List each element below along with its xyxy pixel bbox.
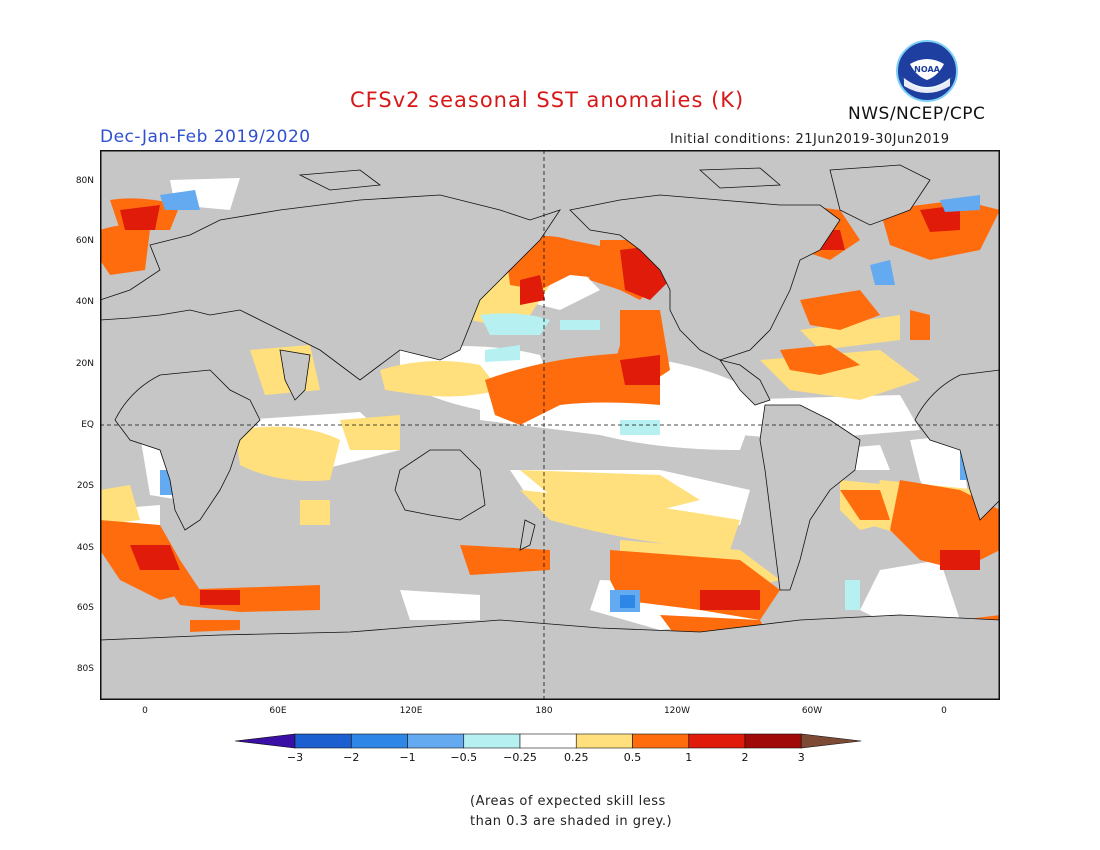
colorbar-tick-label: 0.25 [564,751,589,764]
colorbar-cell-4 [463,733,521,749]
colorbar-tick-label: 0.5 [623,751,642,764]
noaa-logo-icon: NOAA [896,40,958,102]
lon-label-60e: 60E [269,706,287,716]
colorbar-tick-label: −0.25 [503,751,537,764]
colorbar-cell-3 [407,733,465,749]
lat-label-60n: 60N [75,236,94,246]
skill-note-line-2: than 0.3 are shaded in grey.) [470,814,673,829]
colorbar-cell-0 [235,733,296,749]
continents [100,164,1000,700]
lat-label-60s: 60S [76,603,94,613]
colorbar-tick-label: 1 [685,751,693,764]
lon-label-0: 0 [142,706,148,716]
colorbar [235,733,862,749]
colorbar-cell-8 [688,733,746,749]
colorbar-cell-5 [519,733,577,749]
map-frame [100,150,1000,700]
lat-label-80s: 80S [76,664,94,674]
lon-label-120w: 120W [663,706,691,716]
lon-label-60w: 60W [801,706,823,716]
lat-label-20s: 20S [76,481,94,491]
lat-label-80n: 80N [75,176,94,186]
skill-note-line-1: (Areas of expected skill less [470,794,666,809]
colorbar-cell-7 [632,733,690,749]
colorbar-tick-label: 2 [741,751,749,764]
initial-conditions-label: Initial conditions: 21Jun2019-30Jun2019 [670,132,950,147]
colorbar-tick-label: −3 [286,751,304,764]
organization-label: NWS/NCEP/CPC [848,104,986,124]
colorbar-tick-label: −1 [399,751,416,764]
lat-label-40s: 40S [76,543,94,553]
logo-text: NOAA [914,65,940,74]
colorbar-cell-1 [294,733,352,749]
colorbar-cell-9 [744,733,802,749]
lon-label-120e: 120E [399,706,423,716]
lat-label-eq: EQ [81,420,94,430]
colorbar-cell-6 [575,733,633,749]
colorbar-tick-label: −2 [343,751,360,764]
skill-note: (Areas of expected skill less than 0.3 a… [470,792,730,832]
colorbar-tick-label: 3 [797,751,805,764]
anomaly-neg-0.25-0.5-areas [480,313,860,610]
colorbar-cell-10 [800,733,862,749]
lon-label-180: 180 [535,706,553,716]
lon-label-0-right: 0 [941,706,947,716]
colorbar-tick-label: −0.5 [450,751,478,764]
lat-label-40n: 40N [75,297,94,307]
season-label: Dec-Jan-Feb 2019/2020 [100,127,311,147]
lat-label-20n: 20N [75,359,94,369]
chart-title: CFSv2 seasonal SST anomalies (K) [350,88,745,112]
colorbar-cell-2 [350,733,408,749]
sst-anomaly-map [100,150,1000,700]
